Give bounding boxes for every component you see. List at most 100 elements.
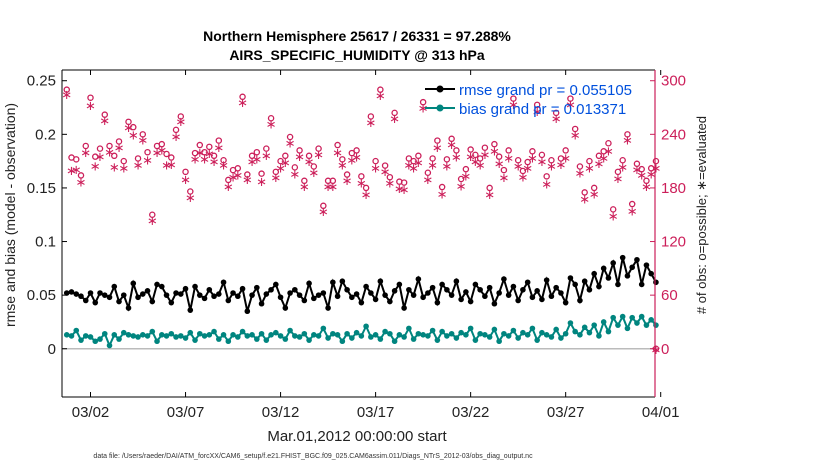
bias-marker [258, 330, 265, 337]
obs-possible-marker [514, 156, 522, 164]
bias-marker [439, 328, 445, 335]
obs-possible-marker [486, 184, 493, 192]
rmse-marker [211, 293, 217, 300]
rmse-marker [101, 292, 108, 298]
bias-marker [591, 322, 597, 328]
rmse-marker [230, 290, 236, 296]
obs-possible-marker [372, 157, 379, 165]
bias-marker [634, 320, 640, 326]
obs-evaluated-marker: ∗ [603, 144, 614, 159]
bias-marker [192, 337, 198, 343]
bias-marker [135, 334, 141, 340]
rmse-marker [277, 294, 284, 301]
bias-marker [472, 337, 479, 343]
obs-evaluated-marker: ∗ [247, 155, 258, 170]
bias-marker [401, 334, 407, 340]
rmse-marker [572, 281, 578, 288]
bias-marker [577, 332, 583, 338]
obs-evaluated-marker: ∗ [237, 96, 248, 111]
obs-evaluated-marker: ∗ [161, 159, 172, 174]
obs-evaluated-marker: ∗ [204, 147, 215, 162]
rmse-marker [610, 260, 616, 266]
obs-possible-marker [73, 156, 80, 163]
obs-possible-marker [543, 173, 550, 180]
bias-marker [524, 332, 531, 338]
obs-evaluated-marker: ∗ [147, 214, 158, 229]
rmse-marker [206, 286, 213, 293]
obs-evaluated-marker: ∗ [289, 168, 300, 183]
obs-evaluated-marker: ∗ [631, 163, 642, 178]
obs-evaluated-marker: ∗ [232, 169, 243, 184]
bias-marker [539, 329, 545, 336]
rmse-marker [135, 294, 141, 301]
bias-marker [296, 334, 303, 340]
obs-possible-marker [576, 163, 584, 170]
obs-possible-marker [163, 150, 170, 158]
obs-possible-marker [529, 148, 536, 155]
obs-possible-marker [443, 156, 451, 163]
obs-evaluated-marker: ∗ [503, 152, 514, 167]
obs-evaluated-marker: ∗ [152, 146, 163, 161]
rmse-marker [216, 291, 222, 297]
y-tick-right-label: 0 [661, 341, 669, 358]
bias-marker [63, 332, 70, 338]
obs-evaluated-marker: ∗ [175, 115, 186, 130]
obs-possible-marker [253, 148, 261, 156]
rmse-marker [377, 278, 384, 285]
obs-evaluated-marker: ∗ [484, 188, 495, 203]
rmse-marker [139, 291, 146, 297]
obs-evaluated-marker: ∗ [194, 146, 205, 161]
rmse-marker [472, 281, 479, 288]
rmse-marker [158, 283, 165, 290]
obs-possible-marker [628, 200, 636, 208]
bias-marker [387, 330, 393, 337]
obs-possible-marker [595, 152, 603, 160]
chart-title: Northern Hemisphere 25617 / 26331 = 97.2… [203, 28, 511, 44]
obs-possible-marker [267, 114, 275, 122]
bias-marker [277, 333, 284, 339]
rmse-marker [325, 305, 331, 311]
bias-marker [325, 335, 331, 341]
y-tick-right-label: 300 [661, 73, 686, 90]
rmse-marker [296, 292, 303, 298]
bias-marker [149, 328, 156, 335]
obs-evaluated-marker: ∗ [327, 180, 338, 195]
bias-marker [377, 336, 384, 342]
rmse-marker [425, 290, 431, 296]
obs-evaluated-marker: ∗ [465, 150, 476, 165]
bias-marker [482, 332, 488, 338]
obs-evaluated-marker: ∗ [118, 161, 129, 176]
obs-evaluated-marker: ∗ [114, 141, 125, 156]
bias-marker [358, 333, 365, 339]
rmse-marker [349, 294, 355, 301]
bias-marker [292, 333, 298, 339]
obs-evaluated-marker: ∗ [441, 160, 452, 175]
obs-evaluated-marker: ∗ [650, 343, 661, 358]
bias-marker [643, 322, 650, 328]
rmse-marker [177, 291, 184, 297]
bias-marker [196, 330, 203, 337]
bias-marker [68, 333, 75, 339]
rmse-marker [306, 280, 312, 287]
rmse-marker [539, 296, 545, 303]
rmse-marker [330, 279, 336, 286]
bias-marker [638, 313, 645, 320]
obs-possible-marker [111, 152, 118, 160]
rmse-marker [619, 254, 626, 261]
bias-marker [334, 332, 341, 338]
obs-possible-marker [244, 171, 251, 178]
bias-marker [158, 332, 165, 338]
obs-possible-marker [310, 163, 318, 170]
bias-marker [558, 335, 564, 341]
obs-evaluated-marker: ∗ [223, 180, 234, 195]
obs-evaluated-marker: ∗ [560, 152, 571, 167]
obs-evaluated-marker: ∗ [456, 179, 467, 194]
obs-possible-marker [614, 168, 622, 176]
bias-marker [344, 330, 350, 337]
rmse-marker [477, 286, 483, 293]
obs-evaluated-marker: ∗ [522, 161, 533, 176]
bias-marker [586, 329, 593, 336]
obs-possible-marker [248, 152, 256, 160]
rmse-marker [120, 292, 127, 298]
